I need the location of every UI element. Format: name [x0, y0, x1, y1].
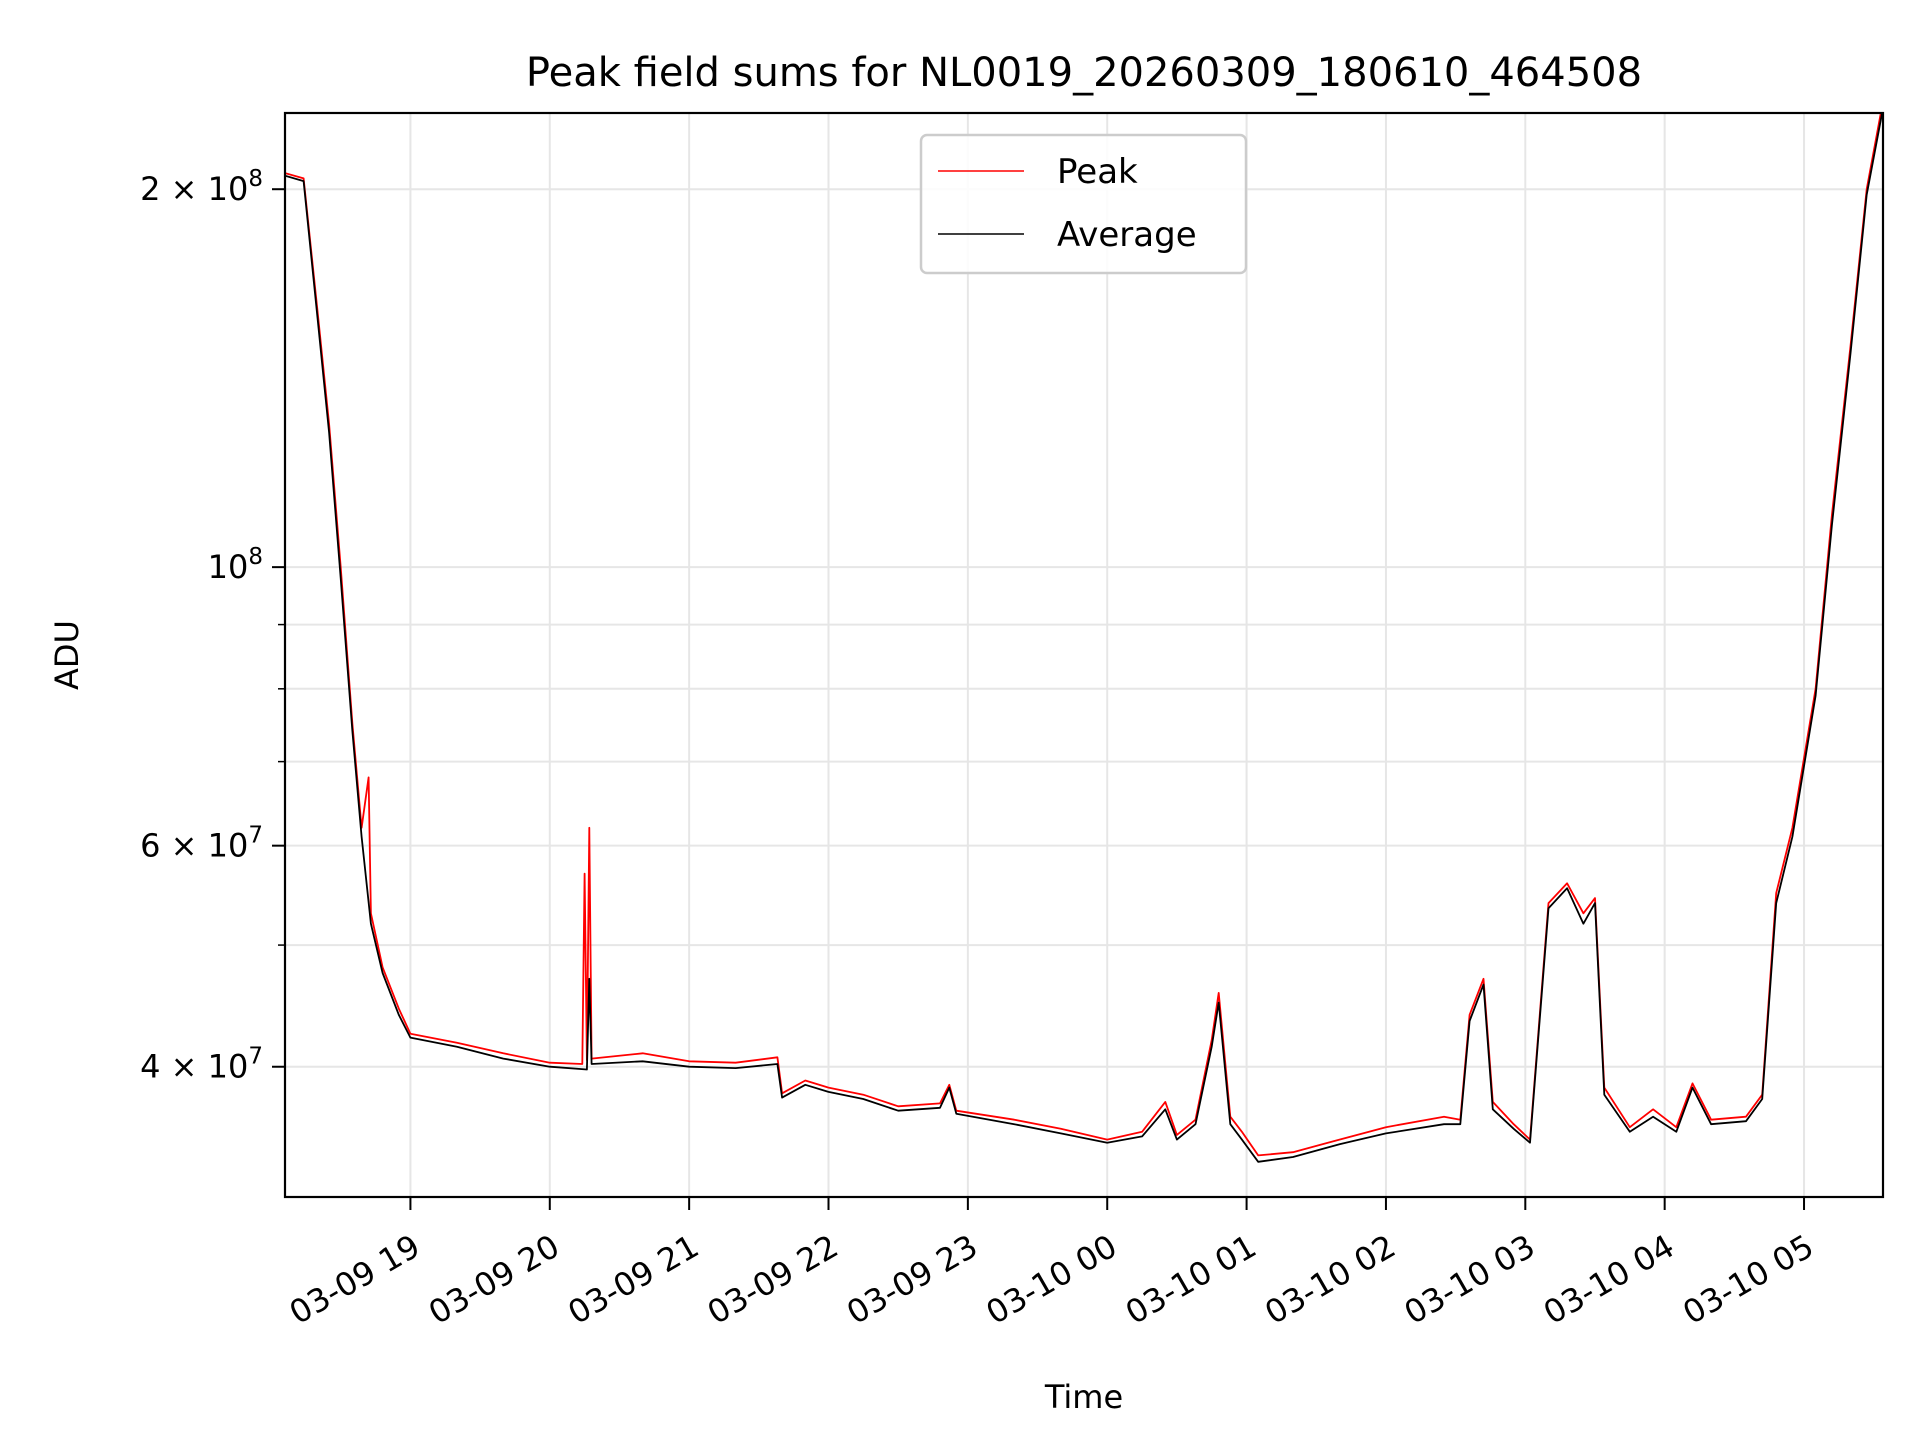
legend-label-average: Average — [1057, 215, 1197, 255]
grid — [285, 113, 1883, 1197]
y-tick-label-exponent: 8 — [248, 544, 263, 570]
legend-label-peak: Peak — [1057, 152, 1138, 192]
legend: Peak Average — [919, 133, 1248, 275]
y-tick-label: 4 × 107 — [140, 1044, 263, 1086]
x-axis-label: Time — [1044, 1378, 1123, 1416]
legend-box — [919, 133, 1248, 275]
plot-lines — [285, 113, 1883, 1163]
y-tick-label-exponent: 7 — [248, 823, 263, 849]
y-tick-label-base: 10 — [208, 548, 249, 586]
y-axis-label: ADU — [48, 620, 86, 690]
y-tick-label-exponent: 7 — [248, 1044, 263, 1070]
series-line-average — [285, 113, 1883, 1163]
y-tick-label-exponent: 8 — [248, 166, 263, 192]
chart-title: Peak field sums for NL0019_20260309_1806… — [526, 50, 1642, 96]
series-line-peak — [285, 113, 1882, 1157]
y-tick-label-base: 6 × 10 — [140, 827, 248, 865]
y-tick-label: 2 × 108 — [140, 166, 263, 208]
y-tick-label: 108 — [208, 544, 263, 586]
y-tick-label-base: 2 × 10 — [140, 170, 248, 208]
y-tick-label: 6 × 107 — [140, 823, 263, 865]
plot-frame — [283, 111, 1885, 1199]
y-tick-label-base: 4 × 10 — [140, 1048, 248, 1086]
